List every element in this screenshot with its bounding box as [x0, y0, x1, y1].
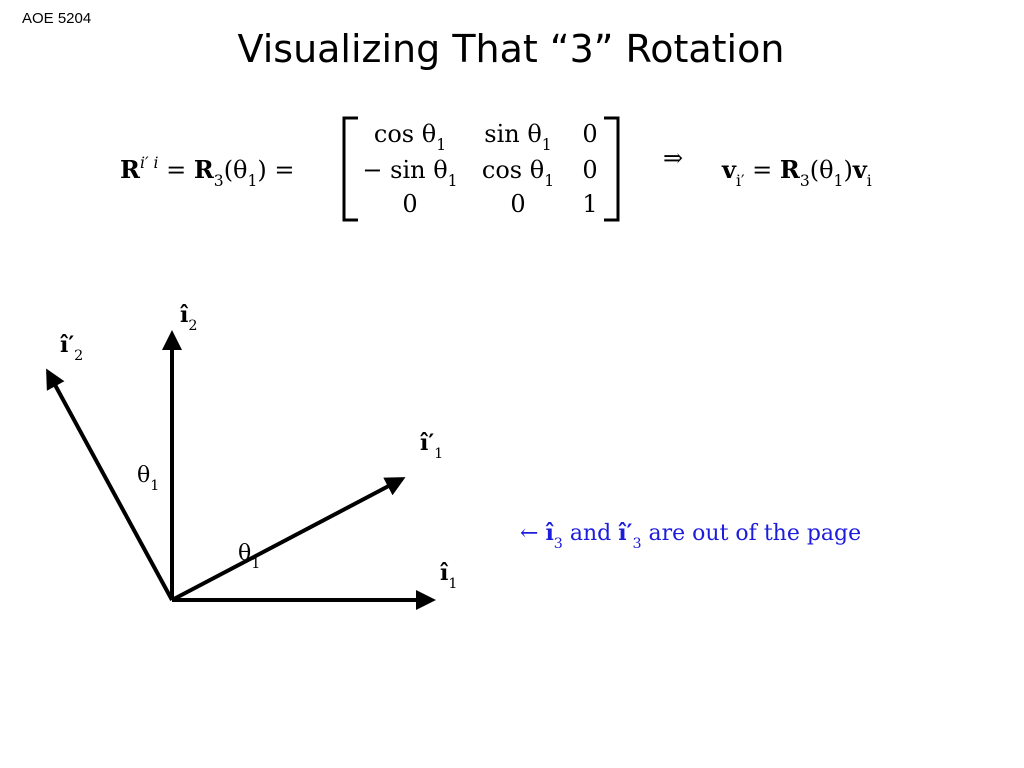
math-part: are out of the page	[642, 521, 862, 546]
math-part: î′	[60, 332, 74, 358]
equation-lhs: Ri′ i = R3(θ1) =	[120, 154, 295, 190]
subscript: 3	[632, 536, 641, 552]
matrix-cell: 0	[582, 120, 597, 148]
math-part: )	[843, 156, 852, 184]
label-i2: î2	[180, 302, 197, 334]
matrix-cell: − sin θ1	[362, 156, 457, 190]
subscript: 1	[448, 172, 458, 190]
math-part: î	[440, 560, 449, 586]
label-i2-prime: î′2	[60, 332, 83, 364]
matrix-cell: 1	[582, 190, 597, 218]
subscript: 1	[436, 136, 446, 154]
math-part: ←	[520, 521, 545, 546]
subscript: 1	[251, 556, 260, 572]
subscript: 1	[434, 446, 443, 462]
angle-label: θ1	[137, 463, 159, 494]
math-part: R	[194, 155, 215, 184]
math-part: 1	[582, 190, 597, 218]
math-part: R	[780, 155, 801, 184]
math-part: î′	[618, 520, 632, 546]
matrix-cell: sin θ1	[484, 120, 551, 154]
math-part: θ	[137, 463, 150, 488]
math-part: î′	[420, 430, 434, 456]
subscript: 1	[834, 172, 844, 190]
math-part: v	[721, 155, 737, 184]
math-part: cos θ	[374, 120, 436, 148]
subscript: 3	[554, 536, 563, 552]
math-part: î	[180, 302, 189, 328]
matrix-cell: cos θ1	[482, 156, 554, 190]
equation-rhs: vi′ = R3(θ1)vi	[721, 155, 872, 190]
subscript: 2	[74, 348, 83, 364]
axis-i1-prime	[171, 477, 406, 602]
note: ← î3 and î′3 are out of the page	[520, 520, 861, 552]
math-part: (θ	[810, 156, 834, 184]
subscript: 3	[214, 172, 224, 190]
math-part: î	[545, 520, 554, 546]
math-part: v	[852, 155, 868, 184]
math-part: and	[563, 521, 618, 546]
subscript: 1	[150, 478, 159, 494]
matrix-cell: cos θ1	[374, 120, 446, 154]
matrix-bracket-right	[604, 116, 620, 222]
math-part: 0	[582, 120, 597, 148]
slide-title: Visualizing That “3” Rotation	[238, 27, 785, 71]
math-part: − sin θ	[362, 156, 447, 184]
subscript: 1	[448, 576, 457, 592]
axis-i2-prime	[46, 368, 174, 601]
subscript: i′	[736, 172, 745, 190]
angle-label: θ1	[238, 541, 260, 572]
matrix-bracket-left	[342, 116, 358, 222]
matrix-cell: 0	[510, 190, 525, 218]
axes	[46, 330, 436, 610]
subscript: 1	[542, 136, 552, 154]
math-part: sin θ	[484, 120, 542, 148]
math-part: cos θ	[482, 156, 544, 184]
subscript: 1	[544, 172, 554, 190]
math-part: 0	[582, 156, 597, 184]
subscript: 3	[800, 172, 810, 190]
math-part: =	[744, 156, 779, 184]
math-part: 0	[402, 190, 417, 218]
math-part: =	[158, 156, 193, 184]
math-part: θ	[238, 541, 251, 566]
subscript: 2	[188, 318, 197, 334]
matrix-cell: 0	[582, 156, 597, 184]
label-i1: î1	[440, 560, 457, 592]
superscript: i′ i	[140, 154, 158, 172]
course-code: AOE 5204	[22, 10, 91, 27]
label-i1-prime: î′1	[420, 430, 443, 462]
math-part: 0	[510, 190, 525, 218]
math-part: ) =	[257, 156, 294, 184]
subscript: 1	[248, 172, 258, 190]
implies: ⇒	[663, 144, 683, 172]
math-part: R	[120, 155, 141, 184]
matrix-cell: 0	[402, 190, 417, 218]
math-part: (θ	[224, 156, 248, 184]
matrix: cos θ1 sin θ1 0− sin θ1 cos θ1 00 0 1	[362, 120, 597, 218]
subscript: i	[867, 172, 872, 190]
